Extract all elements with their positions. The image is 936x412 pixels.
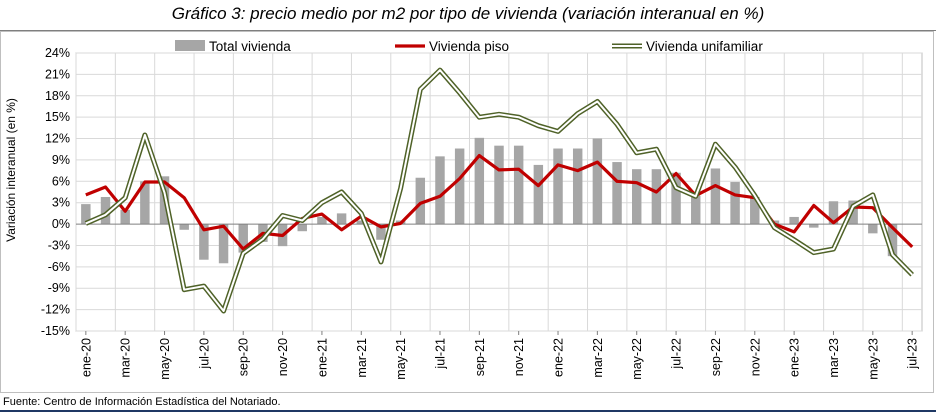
chart-frame <box>0 31 934 393</box>
bar <box>848 200 858 225</box>
x-tick-label: nov-20 <box>276 338 290 376</box>
bar <box>317 216 327 225</box>
y-axis-label: Variación interanual (en %) <box>4 98 18 242</box>
y-tick-label: 3% <box>52 196 70 210</box>
bar <box>454 148 465 225</box>
x-tick-label: ene-20 <box>79 338 93 377</box>
x-tick-label: sep-20 <box>237 338 251 376</box>
bar <box>81 204 91 225</box>
bar <box>356 220 367 225</box>
bar <box>828 201 839 225</box>
bar <box>415 177 426 225</box>
grid-layer <box>75 52 923 332</box>
bars-layer <box>81 137 898 264</box>
lines-layer <box>84 67 914 314</box>
bar <box>631 169 642 225</box>
bar <box>710 168 721 225</box>
x-tick-label: jul-23 <box>906 338 920 370</box>
bar <box>435 156 445 225</box>
bar <box>238 224 248 253</box>
axes-layer: 24% 21% 18% 15% 12% 9% 6% 3% 0% -3% -6% -9% -12% -15%… <box>41 46 922 380</box>
y-tick-label: 24% <box>45 46 70 60</box>
y-tick-label: -9% <box>48 281 70 295</box>
y-tick-label: 9% <box>52 153 70 167</box>
x-tick-label: may-20 <box>158 338 172 380</box>
bar <box>887 224 898 257</box>
bar <box>533 164 544 225</box>
x-tick-label: may-22 <box>630 338 644 380</box>
x-tick-label: sep-22 <box>709 338 723 376</box>
chart-title: Gráfico 3: precio medio por m2 por tipo … <box>171 4 765 23</box>
y-tick-label: 6% <box>52 174 70 188</box>
y-tick-label: 21% <box>45 67 70 81</box>
bar <box>553 148 563 225</box>
y-tick-label: 18% <box>45 89 70 103</box>
legend-label-total-vivienda: Total vivienda <box>209 39 291 54</box>
x-tick-label: mar-23 <box>827 338 841 378</box>
x-tick-label: mar-20 <box>119 338 133 378</box>
legend-label-vivienda-piso: Vivienda piso <box>429 39 509 54</box>
bar <box>218 224 229 264</box>
bar <box>297 224 307 232</box>
x-tick-label: jul-21 <box>433 338 447 370</box>
bar <box>868 224 878 234</box>
bar <box>513 145 524 225</box>
bar <box>750 196 760 225</box>
x-tick-label: mar-21 <box>355 338 369 378</box>
bar <box>789 216 799 225</box>
y-tick-label: 15% <box>45 110 70 124</box>
bottom-divider <box>0 410 936 412</box>
bar <box>140 181 150 225</box>
x-tick-label: jul-22 <box>670 338 684 370</box>
bar <box>572 148 583 225</box>
bar <box>100 196 111 225</box>
bar <box>671 172 681 225</box>
x-tick-label: jul-20 <box>197 338 211 370</box>
bar <box>651 169 662 225</box>
legend-label-vivienda-unifamiliar: Vivienda unifamiliar <box>646 39 763 54</box>
x-tick-label: sep-21 <box>473 338 487 376</box>
x-tick-label: may-21 <box>394 338 408 380</box>
x-tick-label: mar-22 <box>591 338 605 378</box>
x-tick-label: ene-22 <box>552 338 566 377</box>
y-tick-label: -12% <box>41 303 70 317</box>
y-tick-label: -6% <box>48 260 70 274</box>
bar <box>691 195 701 225</box>
legend-swatch-total-vivienda <box>175 40 205 51</box>
x-tick-label: ene-23 <box>788 338 802 377</box>
legend: Total vivienda Vivienda piso Vivienda unif… <box>175 39 763 54</box>
x-tick-label: nov-21 <box>512 338 526 376</box>
bar <box>179 224 189 230</box>
bar <box>730 182 740 225</box>
series-line-vivienda-unifamiliar-inner <box>85 69 913 312</box>
bar <box>474 137 485 225</box>
bar <box>376 224 386 240</box>
x-tick-label: nov-22 <box>748 338 762 376</box>
bar <box>612 162 622 225</box>
bar <box>199 224 209 260</box>
y-tick-label: 12% <box>45 132 70 146</box>
y-tick-label: -3% <box>48 238 70 252</box>
title-divider <box>0 30 936 31</box>
bar <box>120 209 130 225</box>
y-tick-label: -15% <box>41 324 70 338</box>
x-tick-label: may-23 <box>866 338 880 380</box>
y-tick-label: 0% <box>52 217 70 231</box>
bar <box>592 138 603 225</box>
bar <box>336 213 347 225</box>
x-tick-label: ene-21 <box>315 338 329 377</box>
bar <box>494 145 504 225</box>
bar <box>809 224 819 228</box>
source-note: Fuente: Centro de Información Estadístic… <box>3 396 281 408</box>
